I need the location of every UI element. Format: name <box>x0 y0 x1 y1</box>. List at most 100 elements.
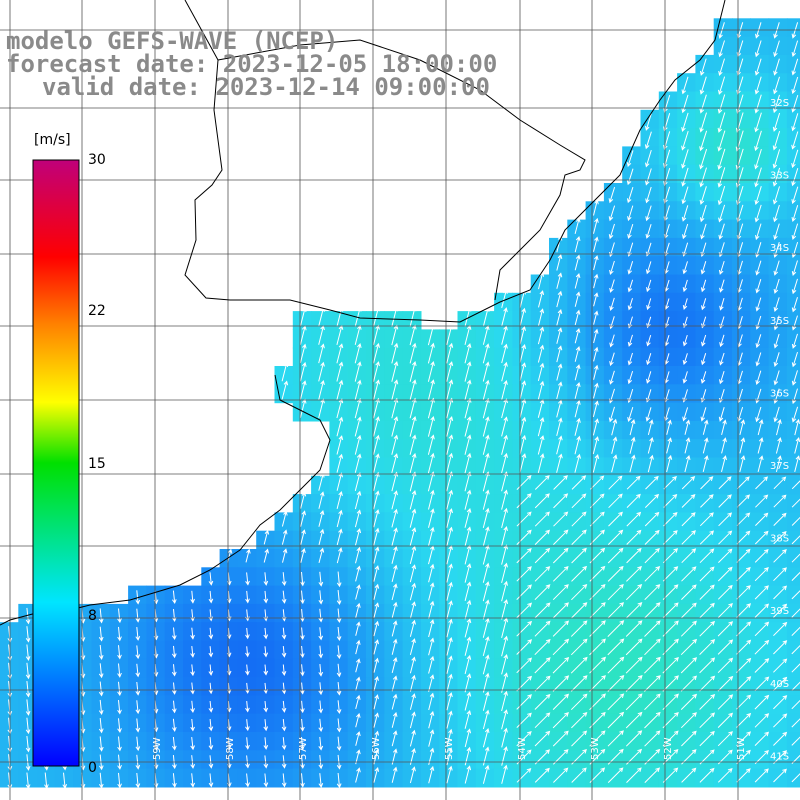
wind-arrow <box>773 750 788 765</box>
longitude-label: 58W <box>225 737 236 760</box>
wind-arrow <box>791 590 800 600</box>
wind-arrow <box>516 639 533 655</box>
wind-arrow <box>409 674 416 692</box>
wind-arrow <box>794 418 800 436</box>
wind-arrow <box>501 746 508 766</box>
wind-arrow <box>717 185 726 206</box>
wind-arrow <box>791 754 800 764</box>
wind-arrow <box>336 379 344 400</box>
wind-arrow <box>571 529 587 545</box>
wind-arrow <box>754 639 770 655</box>
field-cell <box>786 146 800 166</box>
wind-arrow <box>773 406 780 423</box>
wind-arrow <box>482 397 490 419</box>
wind-arrow <box>135 663 141 678</box>
wind-arrow <box>717 94 726 114</box>
wind-arrow <box>519 453 527 474</box>
wind-arrow <box>464 489 472 510</box>
wind-arrow <box>754 40 762 58</box>
wind-arrow <box>318 379 325 400</box>
wind-arrow <box>300 510 306 527</box>
wind-arrow <box>446 618 453 638</box>
wind-arrow <box>571 767 587 783</box>
wind-arrow <box>556 381 563 400</box>
wind-arrow <box>646 371 652 384</box>
wind-arrow <box>171 682 177 695</box>
field-cell <box>786 237 800 257</box>
wind-arrow <box>647 419 654 436</box>
wind-arrow <box>464 452 472 474</box>
field-cell <box>786 274 800 294</box>
wind-arrow <box>534 493 550 509</box>
wind-arrow <box>245 682 250 694</box>
wind-arrow <box>791 406 799 423</box>
wind-arrow <box>245 572 250 586</box>
wind-arrow <box>501 544 508 565</box>
wind-arrow <box>589 511 605 527</box>
wind-arrow <box>135 645 141 660</box>
wind-arrow <box>644 620 661 637</box>
wind-arrow <box>754 130 762 152</box>
wind-arrow <box>391 453 399 474</box>
wind-arrow <box>373 583 380 600</box>
wind-arrow <box>736 657 752 673</box>
wind-arrow <box>556 453 563 473</box>
wind-arrow <box>245 664 250 676</box>
wind-arrow <box>190 682 195 695</box>
wind-arrow <box>699 693 716 710</box>
wind-arrow <box>245 646 250 658</box>
wind-arrow <box>773 549 787 563</box>
wind-arrow <box>482 361 490 382</box>
wind-arrow <box>607 638 625 656</box>
wind-arrow <box>592 400 599 418</box>
wind-arrow <box>718 223 725 240</box>
wind-arrow <box>629 454 636 473</box>
wind-arrow <box>355 621 361 636</box>
wind-arrow <box>773 315 780 331</box>
wind-arrow <box>666 419 672 435</box>
wind-arrow <box>556 345 563 363</box>
wind-arrow <box>608 186 616 204</box>
colorbar-tick-22: 22 <box>88 303 106 319</box>
wind-arrow <box>501 672 508 693</box>
wind-arrow <box>754 567 769 582</box>
wind-arrow <box>682 334 688 347</box>
wind-arrow <box>354 416 362 437</box>
wind-arrow <box>754 768 769 783</box>
longitude-label: 55W <box>444 737 455 760</box>
wind-arrow <box>482 562 490 583</box>
wind-arrow <box>318 590 324 605</box>
wind-arrow <box>373 490 380 510</box>
wind-arrow <box>593 292 599 307</box>
wind-arrow <box>464 636 472 656</box>
wind-arrow <box>428 600 435 619</box>
wind-arrow <box>627 223 634 239</box>
wind-arrow <box>644 693 661 711</box>
wind-arrow <box>446 728 453 747</box>
wind-arrow <box>501 379 508 400</box>
wind-arrow <box>409 564 417 583</box>
wind-arrow <box>644 675 661 692</box>
wind-arrow <box>190 627 195 640</box>
wind-arrow <box>482 581 490 602</box>
wind-arrow <box>318 509 325 527</box>
wind-arrow <box>754 167 762 188</box>
wind-arrow <box>574 381 581 399</box>
wind-arrow <box>626 511 642 527</box>
wind-arrow <box>773 640 788 655</box>
wind-arrow <box>773 204 780 223</box>
field-cell <box>786 750 800 770</box>
wind-arrow <box>627 261 634 275</box>
wind-arrow <box>625 620 643 637</box>
wind-arrow <box>699 58 707 76</box>
wind-arrow <box>354 434 362 455</box>
wind-arrow <box>373 342 380 364</box>
field-cell <box>786 768 800 788</box>
wind-arrow <box>391 397 399 419</box>
wind-arrow <box>336 700 342 715</box>
wind-arrow <box>791 718 800 728</box>
wind-arrow <box>739 455 746 473</box>
wind-arrow <box>25 735 31 753</box>
field-cell <box>786 384 800 404</box>
wind-arrow <box>373 361 380 382</box>
